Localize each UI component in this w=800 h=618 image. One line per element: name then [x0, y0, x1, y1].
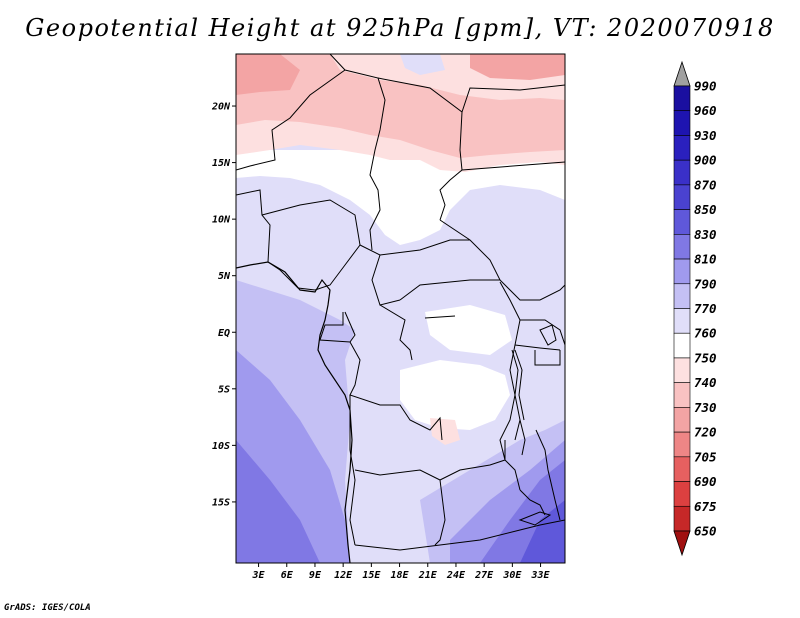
colorbar-label: 760	[694, 326, 717, 341]
colorbar-swatch	[673, 283, 691, 309]
lat-tick-label: 15S	[212, 497, 230, 508]
colorbar-swatch	[673, 258, 691, 285]
lat-tick-label: 10N	[212, 215, 231, 226]
map-title: Geopotential Height at 925hPa [gpm], VT:…	[25, 14, 775, 42]
colorbar-top-arrow	[673, 60, 691, 87]
colorbar-swatch	[673, 382, 691, 408]
colorbar-swatch	[673, 332, 691, 359]
lat-tick-label: 15N	[212, 158, 231, 169]
colorbar-label: 675	[694, 499, 717, 514]
lon-tick-label: 9E	[309, 570, 322, 581]
colorbar-label: 720	[694, 425, 717, 440]
lon-tick-label: 6E	[281, 570, 294, 581]
lat-tick-label: 5S	[218, 384, 230, 395]
colorbar-swatch	[673, 481, 691, 507]
colorbar-swatch	[673, 234, 691, 260]
lat-tick-label: EQ	[218, 328, 230, 339]
colorbar-label: 810	[694, 252, 717, 267]
colorbar-label: 770	[694, 301, 717, 316]
colorbar: 990 960 930 900 870 850 830 810 790 770 760 750 740 7…	[673, 60, 717, 557]
colorbar-swatch	[673, 357, 691, 383]
lat-tick-label: 5N	[218, 271, 231, 282]
coastline	[236, 261, 353, 563]
lakes	[424, 315, 557, 526]
colorbar-label: 750	[694, 350, 717, 365]
colorbar-label: 705	[694, 449, 717, 464]
colorbar-label: 850	[694, 202, 717, 217]
map-frame	[235, 53, 566, 564]
lon-tick-label: 21E	[418, 570, 438, 581]
longitude-axis: 3E 6E 9E 12E 15E 18E 21E 24E 27E 30E 33E	[252, 563, 551, 581]
colorbar-label: 690	[694, 474, 717, 489]
colorbar-swatch	[673, 110, 691, 136]
colorbar-swatch	[673, 456, 691, 482]
colorbar-swatch	[673, 209, 691, 235]
colorbar-swatch	[673, 431, 691, 458]
colorbar-label: 960	[694, 103, 717, 118]
colorbar-label: 790	[694, 276, 717, 291]
colorbar-label: 730	[694, 400, 717, 415]
colorbar-label: 870	[694, 177, 717, 192]
colorbar-label: 740	[694, 375, 717, 390]
colorbar-label: 930	[694, 128, 717, 143]
colorbar-bottom-arrow	[673, 530, 691, 557]
lon-tick-label: 18E	[391, 570, 410, 581]
lon-tick-label: 15E	[362, 570, 381, 581]
lon-tick-label: 33E	[531, 570, 551, 581]
lat-tick-label: 20N	[211, 102, 231, 113]
colorbar-swatch	[673, 308, 691, 334]
colorbar-swatch	[673, 184, 691, 210]
footer-credit: GrADS: IGES/COLA	[4, 603, 91, 613]
lon-tick-label: 12E	[334, 570, 353, 581]
colorbar-label: 830	[694, 227, 717, 242]
latitude-axis: 20N 15N 10N 5N EQ 5S 10S 15S	[211, 102, 236, 508]
colorbar-swatch	[673, 505, 691, 532]
lat-tick-label: 10S	[212, 441, 230, 452]
lon-tick-label: 24E	[446, 570, 466, 581]
colorbar-label: 990	[694, 79, 717, 94]
colorbar-swatch	[673, 159, 691, 186]
lon-tick-label: 3E	[252, 570, 266, 581]
colorbar-swatch	[673, 407, 691, 433]
colorbar-swatch	[673, 135, 691, 161]
geopotential-field	[236, 54, 565, 563]
colorbar-label: 650	[694, 524, 717, 539]
colorbar-label: 900	[694, 153, 717, 168]
colorbar-swatch	[673, 85, 691, 112]
country-boundaries	[236, 54, 565, 551]
lon-tick-label: 27E	[474, 570, 494, 581]
lon-tick-label: 30E	[502, 570, 522, 581]
